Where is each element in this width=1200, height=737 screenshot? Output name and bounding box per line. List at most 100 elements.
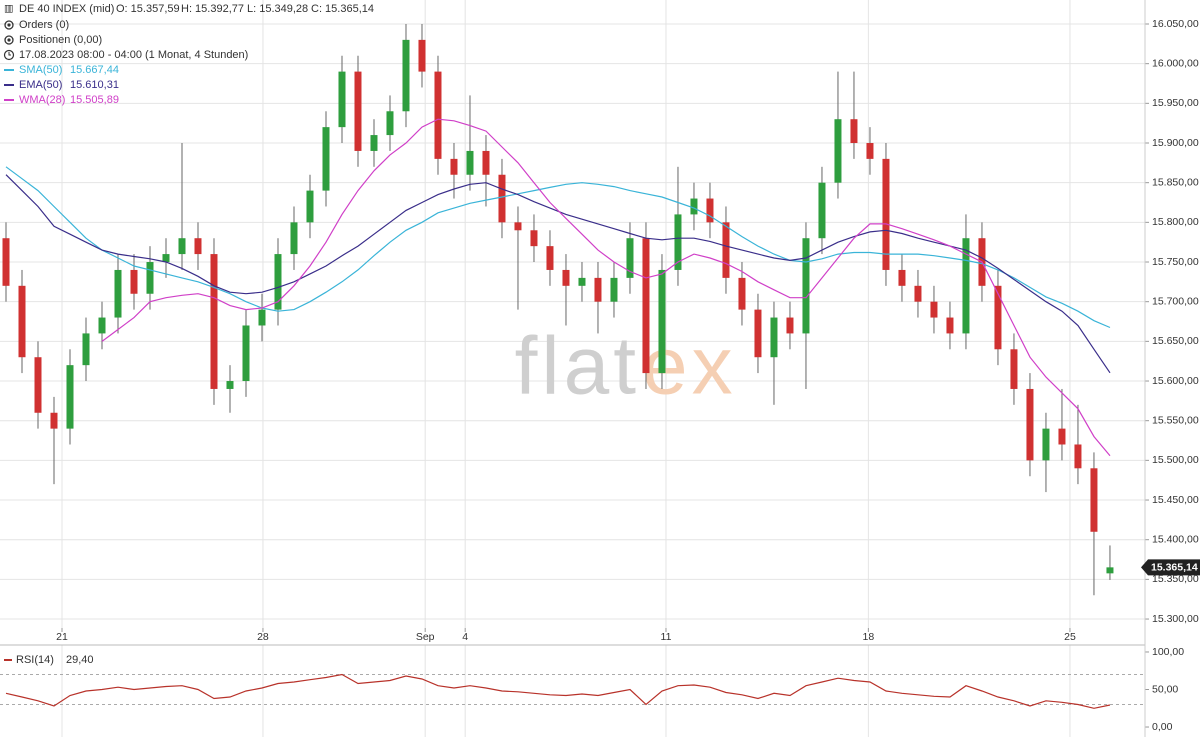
candle-body bbox=[674, 214, 682, 270]
icon bbox=[8, 52, 11, 56]
candle-body bbox=[914, 285, 922, 302]
x-tick-label: 18 bbox=[863, 631, 875, 643]
y-tick-label: 15.300,00 bbox=[1152, 613, 1199, 625]
indicator-line bbox=[5, 166, 1111, 329]
candle-body bbox=[82, 333, 90, 366]
candle-body bbox=[402, 39, 410, 112]
candle-body bbox=[898, 269, 906, 286]
candle-body bbox=[178, 238, 186, 255]
icon bbox=[7, 23, 11, 27]
icon: ▥ bbox=[4, 4, 13, 15]
candle-body bbox=[194, 238, 202, 255]
candle-body bbox=[994, 285, 1002, 350]
candle-body bbox=[530, 230, 538, 247]
candle-body bbox=[1058, 428, 1066, 445]
y-tick-label: 15.800,00 bbox=[1152, 216, 1199, 228]
candle-body bbox=[114, 269, 122, 318]
candle-body bbox=[50, 412, 58, 429]
candle-body bbox=[626, 238, 634, 278]
candle-body bbox=[562, 269, 570, 286]
y-tick-label: 15.500,00 bbox=[1152, 454, 1199, 466]
x-tick-label: 11 bbox=[661, 631, 672, 643]
candle-body bbox=[946, 317, 954, 334]
candle-body bbox=[450, 158, 458, 175]
legend-value: 29,40 bbox=[66, 654, 94, 666]
y-tick-label: 15.950,00 bbox=[1152, 97, 1199, 109]
x-tick-label: Sep bbox=[416, 631, 435, 643]
icon bbox=[7, 38, 11, 42]
candle-body bbox=[226, 381, 234, 389]
candle-body bbox=[1010, 349, 1018, 389]
candle-body bbox=[146, 262, 154, 294]
ohlc: L: 15.349,28 bbox=[247, 3, 308, 15]
candle-body bbox=[754, 309, 762, 358]
info-line: Positionen (0,00) bbox=[19, 34, 102, 46]
candle-body bbox=[770, 317, 778, 358]
candle-body bbox=[258, 309, 266, 326]
candle-body bbox=[1074, 444, 1082, 469]
legend-label: SMA(50) bbox=[19, 64, 62, 76]
candle-body bbox=[818, 182, 826, 239]
watermark-text: flat bbox=[515, 321, 640, 412]
y-tick-label: 16.000,00 bbox=[1152, 57, 1199, 69]
info-line: 17.08.2023 08:00 - 04:00 (1 Monat, 4 Stu… bbox=[19, 49, 248, 61]
info-line: Orders (0) bbox=[19, 19, 69, 31]
candle-body bbox=[434, 71, 442, 159]
candle-body bbox=[354, 71, 362, 151]
candle-body bbox=[578, 277, 586, 286]
candle-body bbox=[834, 119, 842, 183]
y-tick-label: 50,00 bbox=[1152, 683, 1178, 695]
price-tag-label: 15.365,14 bbox=[1151, 562, 1198, 574]
candle-body bbox=[322, 127, 330, 191]
candle-body bbox=[242, 325, 250, 382]
candle-body bbox=[66, 365, 74, 429]
x-tick-label: 28 bbox=[257, 631, 269, 643]
legend-value: 15.610,31 bbox=[70, 79, 119, 91]
legend-label: RSI(14) bbox=[16, 654, 54, 666]
candle-body bbox=[1042, 428, 1050, 461]
candle-body bbox=[498, 174, 506, 223]
candle-body bbox=[802, 238, 810, 334]
legend-value: 15.505,89 bbox=[70, 94, 119, 106]
x-tick-label: 4 bbox=[462, 631, 468, 643]
candle-body bbox=[418, 39, 426, 72]
candle-body bbox=[18, 285, 26, 358]
legend-label: EMA(50) bbox=[19, 79, 62, 91]
y-tick-label: 15.750,00 bbox=[1152, 256, 1199, 268]
candle-body bbox=[98, 317, 106, 334]
ohlc: H: 15.392,77 bbox=[181, 3, 244, 15]
candle-body bbox=[2, 238, 10, 286]
candle-body bbox=[690, 198, 698, 215]
candle-body bbox=[706, 198, 714, 223]
candle-body bbox=[642, 238, 650, 374]
watermark: flat ex bbox=[515, 321, 737, 412]
y-tick-label: 16.050,00 bbox=[1152, 18, 1199, 30]
legend-value: 15.667,44 bbox=[70, 64, 119, 76]
rsi-line bbox=[5, 673, 1111, 709]
price-tag bbox=[1141, 559, 1200, 576]
y-tick-label: 15.900,00 bbox=[1152, 137, 1199, 149]
indicator-line bbox=[101, 118, 1111, 457]
y-tick-label: 15.550,00 bbox=[1152, 414, 1199, 426]
y-tick-label: 15.400,00 bbox=[1152, 533, 1199, 545]
y-tick-label: 15.650,00 bbox=[1152, 335, 1199, 347]
candle-body bbox=[930, 301, 938, 318]
candle-body bbox=[338, 71, 346, 128]
candle-body bbox=[882, 158, 890, 270]
y-tick-label: 100,00 bbox=[1152, 646, 1184, 658]
candle-body bbox=[610, 277, 618, 302]
candle-body bbox=[786, 317, 794, 334]
candle-body bbox=[722, 222, 730, 278]
watermark-text: ex bbox=[642, 321, 737, 412]
ohlc: C: 15.365,14 bbox=[311, 3, 374, 15]
grid bbox=[0, 0, 1149, 737]
y-tick-label: 15.600,00 bbox=[1152, 375, 1199, 387]
icon bbox=[3, 49, 15, 61]
candle-body bbox=[658, 269, 666, 374]
candle-body bbox=[130, 269, 138, 294]
plot bbox=[2, 23, 1114, 596]
y-tick-label: 15.850,00 bbox=[1152, 176, 1199, 188]
header: ▥ DE 40 INDEX (mid) O: 15.357,59 H: 15.3… bbox=[3, 3, 374, 106]
x-tick-label: 21 bbox=[56, 631, 68, 643]
